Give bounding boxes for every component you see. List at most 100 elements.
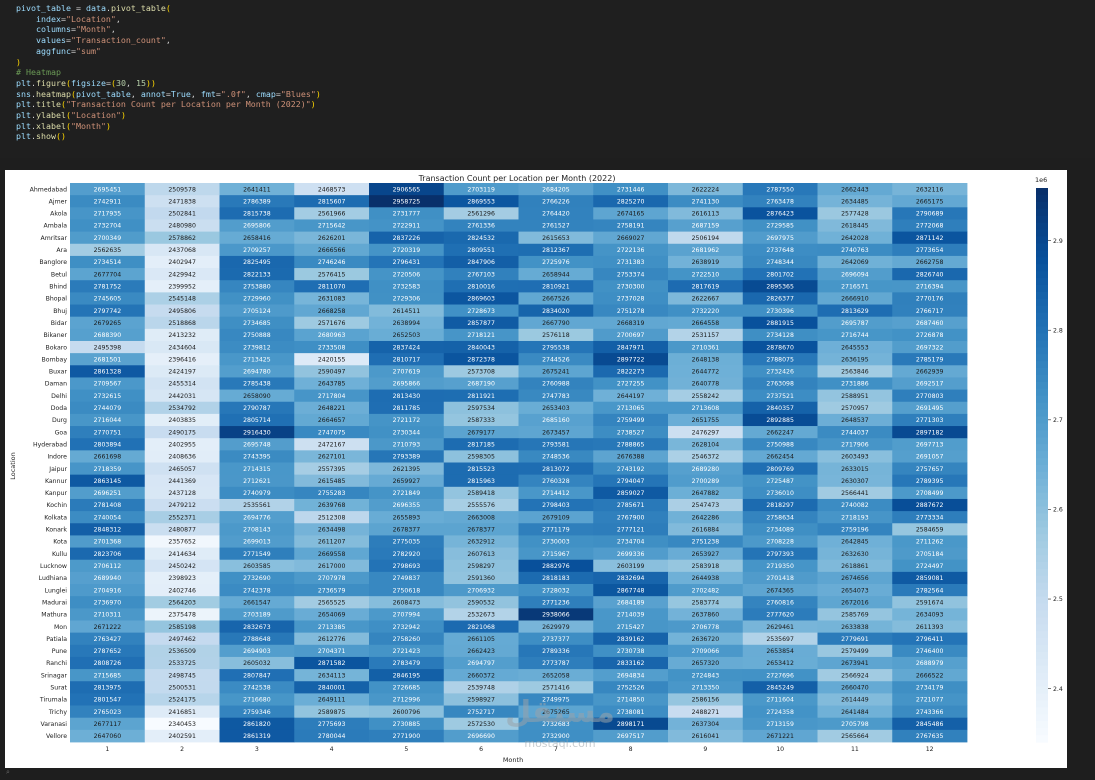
cell-annotation: 2775035	[393, 539, 421, 546]
heatmap-cell	[443, 547, 519, 561]
heatmap-cell	[369, 486, 445, 500]
cell-annotation: 2815523	[467, 466, 495, 473]
cell-annotation: 2730003	[542, 539, 570, 546]
cell-annotation: 2731446	[617, 186, 645, 193]
heatmap-cell	[219, 705, 295, 719]
heatmap-cell	[742, 280, 818, 293]
cell-annotation: 2465057	[168, 466, 196, 473]
heatmap-cell	[443, 401, 519, 415]
code-line[interactable]: sns.heatmap(pivot_table, annot=True, fmt…	[16, 88, 321, 99]
code-cell[interactable]: pivot_table = data.pivot_table( index="L…	[0, 0, 1095, 158]
code-line[interactable]: columns="Month",	[35, 24, 116, 35]
heatmap-cell	[593, 547, 669, 561]
heatmap-cell	[70, 474, 146, 488]
cell-annotation: 2576415	[318, 271, 346, 278]
code-line[interactable]: aggfunc="sum"	[35, 45, 101, 56]
heatmap-cell	[817, 656, 893, 670]
cell-annotation: 2730885	[393, 721, 421, 728]
column-tick-label: 3	[255, 746, 259, 753]
code-line[interactable]: plt.title("Transaction Count per Locatio…	[16, 99, 316, 110]
cell-annotation: 2694780	[243, 369, 271, 376]
code-line[interactable]: plt.ylabel("Location")	[16, 110, 126, 121]
heatmap-cell	[742, 316, 818, 330]
cell-annotation: 2826377	[766, 296, 794, 303]
cell-annotation: 2416851	[168, 709, 196, 716]
colorbar-segment	[1036, 471, 1048, 480]
code-line[interactable]: )	[16, 56, 21, 67]
heatmap-cell	[518, 656, 594, 670]
heatmap-cell	[70, 280, 146, 293]
heatmap-cell	[668, 316, 744, 330]
cell-annotation: 2764420	[542, 211, 570, 218]
heatmap-cell	[518, 486, 594, 500]
colorbar-segment	[1036, 402, 1048, 411]
heatmap-cell	[369, 243, 445, 257]
code-line[interactable]: # Heatmap	[16, 67, 61, 78]
heatmap-cell	[668, 498, 744, 512]
cell-annotation: 2857877	[467, 320, 495, 327]
cell-annotation: 2583774	[692, 599, 720, 606]
heatmap-cell	[742, 547, 818, 561]
cell-annotation: 2786389	[243, 198, 271, 205]
colorbar-segment	[1036, 437, 1048, 445]
colorbar-segment	[1036, 631, 1048, 639]
code-line[interactable]: plt.figure(figsize=(30, 15))	[16, 77, 156, 88]
heatmap-cell	[443, 328, 519, 342]
heatmap-cell	[144, 207, 220, 220]
heatmap-cell	[144, 498, 220, 512]
cell-annotation: 2807847	[243, 672, 271, 679]
cell-annotation: 2396416	[168, 356, 196, 363]
cell-annotation: 2839162	[617, 636, 645, 643]
search-icon[interactable]: ⌕	[6, 768, 10, 776]
heatmap-cell	[70, 377, 146, 390]
cell-annotation: 2402947	[168, 259, 196, 266]
heatmap-cell	[518, 426, 594, 439]
cell-annotation: 2767635	[916, 733, 944, 740]
heatmap-cell	[219, 535, 295, 548]
heatmap-cell	[294, 547, 370, 561]
code-line[interactable]: pivot_table = data.pivot_table(	[16, 3, 171, 13]
heatmap-cell	[219, 511, 295, 524]
cell-annotation: 2846195	[393, 672, 421, 679]
heatmap-cell	[817, 183, 893, 196]
row-tick-label: Bombay	[42, 356, 68, 363]
heatmap-cell	[443, 571, 519, 585]
row-tick-label: Lucknow	[40, 563, 67, 570]
cell-annotation: 2721423	[393, 648, 421, 655]
heatmap-cell	[518, 268, 594, 281]
cell-annotation: 2696355	[393, 502, 421, 509]
cell-annotation: 2760816	[766, 599, 794, 606]
heatmap-cell	[742, 656, 818, 670]
heatmap-cell	[892, 292, 968, 305]
colorbar-segment	[1036, 485, 1048, 494]
cell-annotation: 2607613	[467, 551, 495, 558]
heatmap-cell	[369, 207, 445, 220]
cell-annotation: 2803894	[94, 441, 122, 448]
cell-annotation: 2402955	[168, 441, 196, 448]
code-line[interactable]: index="Location",	[35, 13, 121, 24]
heatmap-cell	[443, 340, 519, 354]
code-line[interactable]: values="Transaction_count",	[35, 35, 171, 46]
cell-annotation: 2713159	[766, 721, 794, 728]
heatmap-cell	[668, 535, 744, 548]
cell-annotation: 2863145	[94, 478, 122, 485]
heatmap-cell	[369, 438, 445, 451]
heatmap-cell	[144, 328, 220, 342]
cell-annotation: 2671222	[94, 624, 122, 631]
cell-annotation: 2495398	[94, 344, 122, 351]
code-line[interactable]: plt.xlabel("Month")	[16, 120, 111, 131]
heatmap-cell	[518, 231, 594, 245]
cell-annotation: 2694797	[467, 660, 495, 667]
heatmap-cell	[668, 511, 744, 524]
heatmap-cell	[892, 183, 968, 196]
cell-annotation: 2629461	[766, 624, 794, 631]
code-line[interactable]: plt.show()	[16, 131, 66, 142]
cell-annotation: 2771900	[393, 733, 421, 740]
colorbar-segment	[1036, 333, 1048, 341]
heatmap-cell	[593, 559, 669, 573]
cell-annotation: 2788648	[243, 636, 271, 643]
heatmap-cell	[70, 705, 146, 719]
cell-annotation: 2424197	[168, 369, 196, 376]
heatmap-cell	[892, 559, 968, 573]
heatmap-cell	[668, 632, 744, 646]
